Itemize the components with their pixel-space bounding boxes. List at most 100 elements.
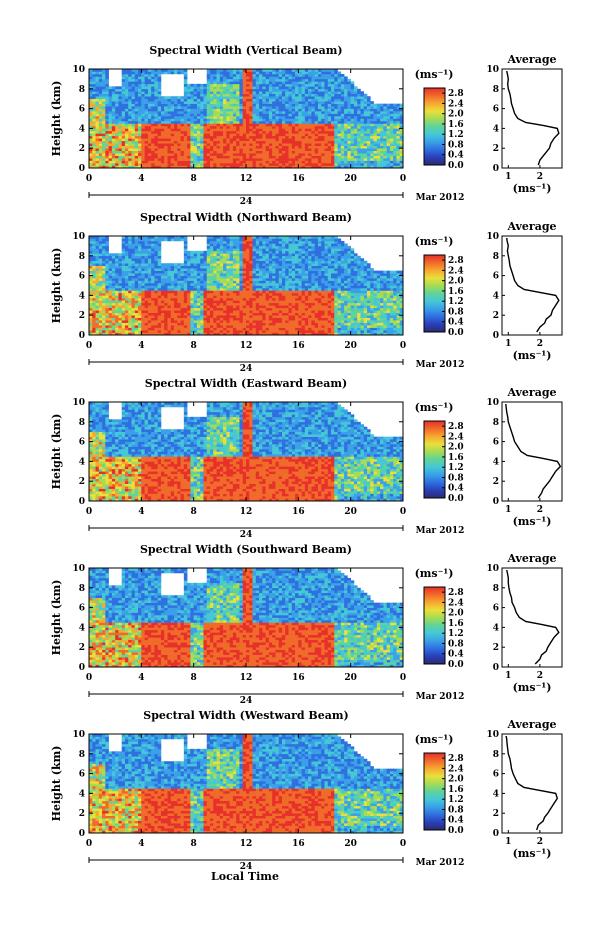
heatmap-cell (314, 140, 319, 144)
heatmap-cell (210, 250, 214, 254)
heatmap-cell (190, 120, 194, 124)
heatmap-cell (295, 83, 299, 87)
heatmap-cell (239, 165, 244, 169)
heatmap-cell (138, 111, 142, 114)
heatmap-cell (288, 108, 293, 112)
heatmap-cell (124, 280, 129, 284)
heatmap-cell (118, 96, 123, 99)
heatmap-cell (183, 292, 188, 296)
heatmap-cell (239, 91, 244, 95)
heatmap-cell (118, 320, 123, 323)
heatmap-cell (331, 120, 335, 124)
heatmap-cell (357, 145, 361, 149)
heatmap-cell (275, 93, 280, 97)
heatmap-cell (144, 302, 149, 306)
heatmap-cell (92, 270, 96, 274)
heatmap-cell (105, 98, 109, 102)
heatmap-cell (200, 120, 204, 124)
heatmap-cell (151, 143, 155, 147)
heatmap-cell (376, 106, 381, 109)
heatmap-cell (252, 96, 257, 99)
heatmap-cell (291, 73, 296, 77)
heatmap-cell (131, 265, 136, 269)
heatmap-cell (128, 292, 132, 296)
heatmap-cell (141, 275, 145, 279)
heatmap-cell (111, 150, 116, 154)
heatmap-cell (226, 155, 230, 159)
heatmap-cell (295, 111, 299, 114)
heatmap-cell (118, 160, 123, 164)
heatmap-cell (265, 93, 270, 97)
heatmap-cell (285, 71, 289, 75)
heatmap-cell (115, 320, 119, 323)
heatmap-cell (111, 305, 116, 309)
heatmap-cell (334, 135, 338, 139)
heatmap-cell (383, 150, 387, 154)
heatmap-cell (255, 130, 260, 134)
heatmap-cell (311, 150, 315, 154)
heatmap-cell (386, 138, 391, 142)
heatmap-cell (252, 116, 257, 119)
heatmap-cell (115, 86, 119, 90)
heatmap-cell (337, 81, 342, 85)
heatmap-cell (288, 123, 293, 127)
heatmap-cell (134, 111, 139, 114)
heatmap-cell (229, 88, 234, 92)
heatmap-cell (219, 88, 224, 92)
heatmap-cell (134, 278, 139, 281)
heatmap-cell (154, 290, 158, 294)
heatmap-cell (317, 140, 322, 144)
heatmap-cell (291, 150, 296, 154)
heatmap-cell (383, 140, 387, 144)
x-tick-label: 12 (240, 174, 253, 184)
heatmap-cell (124, 238, 129, 242)
heatmap-cell (115, 98, 119, 102)
heatmap-cell (151, 283, 155, 286)
heatmap-cell (89, 148, 93, 151)
heatmap-cell (226, 118, 230, 122)
heatmap-cell (134, 245, 139, 249)
heatmap-cell (131, 133, 136, 137)
heatmap-cell (331, 91, 335, 95)
heatmap-cell (262, 145, 266, 149)
heatmap-cell (370, 123, 374, 127)
heatmap-cell (268, 158, 273, 161)
heatmap-cell (108, 268, 113, 271)
heatmap-cell (344, 116, 348, 119)
heatmap-cell (255, 138, 260, 142)
heatmap-cell (347, 155, 351, 159)
heatmap-cell (105, 113, 109, 117)
heatmap-cell (174, 278, 178, 281)
heatmap-cell (170, 287, 175, 291)
heatmap-cell (183, 69, 188, 72)
heatmap-cell (196, 130, 201, 134)
heatmap-cell (291, 133, 296, 137)
heatmap-cell (308, 73, 312, 77)
heatmap-cell (288, 83, 293, 87)
heatmap-cell (321, 108, 325, 112)
heatmap-cell (340, 83, 345, 87)
heatmap-cell (180, 125, 185, 129)
heatmap-cell (157, 278, 162, 281)
heatmap-cell (203, 130, 208, 134)
heatmap-cell (314, 153, 319, 156)
heatmap-cell (108, 290, 113, 294)
heatmap-cell (108, 300, 113, 304)
heatmap-cell (190, 290, 194, 294)
heatmap-cell (154, 243, 158, 247)
heatmap-cell (98, 322, 103, 326)
heatmap-cell (393, 125, 397, 129)
heatmap-cell (193, 160, 198, 164)
heatmap-cell (177, 165, 181, 169)
heatmap-cell (160, 158, 165, 161)
heatmap-cell (249, 96, 253, 99)
heatmap-cell (249, 120, 253, 124)
heatmap-cell (285, 128, 289, 132)
heatmap-cell (124, 258, 129, 262)
heatmap-cell (357, 118, 361, 122)
heatmap-cell (164, 140, 168, 144)
heatmap-cell (151, 130, 155, 134)
heatmap-cell (144, 78, 149, 82)
heatmap-cell (357, 155, 361, 159)
